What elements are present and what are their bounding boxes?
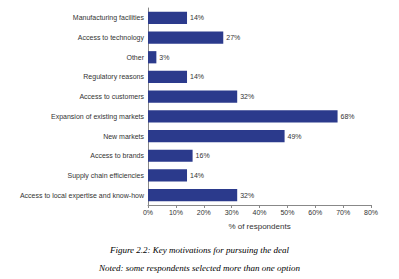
svg-text:Regulatory reasons: Regulatory reasons: [83, 73, 144, 81]
svg-text:60%: 60%: [308, 209, 322, 216]
svg-text:40%: 40%: [252, 209, 266, 216]
svg-text:50%: 50%: [280, 209, 294, 216]
svg-text:Figure 2.2: Key motivations fo: Figure 2.2: Key motivations for pursuing…: [109, 245, 290, 255]
svg-text:% of respondents: % of respondents: [228, 222, 290, 231]
svg-text:30%: 30%: [225, 209, 239, 216]
svg-text:Manufacturing facilities: Manufacturing facilities: [73, 14, 145, 22]
svg-text:32%: 32%: [240, 192, 254, 199]
svg-text:Noted: some respondents select: Noted: some respondents selected more th…: [98, 263, 301, 273]
svg-text:Access to brands: Access to brands: [90, 152, 144, 159]
svg-text:20%: 20%: [197, 209, 211, 216]
svg-text:49%: 49%: [288, 133, 302, 140]
svg-text:Other: Other: [126, 54, 144, 61]
svg-text:68%: 68%: [341, 113, 355, 120]
svg-text:Supply chain efficiencies: Supply chain efficiencies: [67, 172, 144, 180]
svg-text:Expansion of existing markets: Expansion of existing markets: [51, 113, 144, 121]
svg-text:27%: 27%: [226, 34, 240, 41]
svg-text:16%: 16%: [196, 152, 210, 159]
svg-text:14%: 14%: [190, 172, 204, 179]
svg-text:70%: 70%: [336, 209, 350, 216]
svg-text:3%: 3%: [159, 54, 169, 61]
svg-text:0%: 0%: [143, 209, 153, 216]
svg-text:10%: 10%: [169, 209, 183, 216]
svg-text:Access to technology: Access to technology: [78, 34, 145, 42]
svg-text:New markets: New markets: [103, 133, 144, 140]
svg-text:Access to customers: Access to customers: [79, 93, 144, 100]
svg-text:14%: 14%: [190, 14, 204, 21]
svg-text:80%: 80%: [364, 209, 378, 216]
svg-text:Access to local expertise and: Access to local expertise and know-how: [20, 192, 145, 200]
svg-text:32%: 32%: [240, 93, 254, 100]
svg-text:14%: 14%: [190, 73, 204, 80]
